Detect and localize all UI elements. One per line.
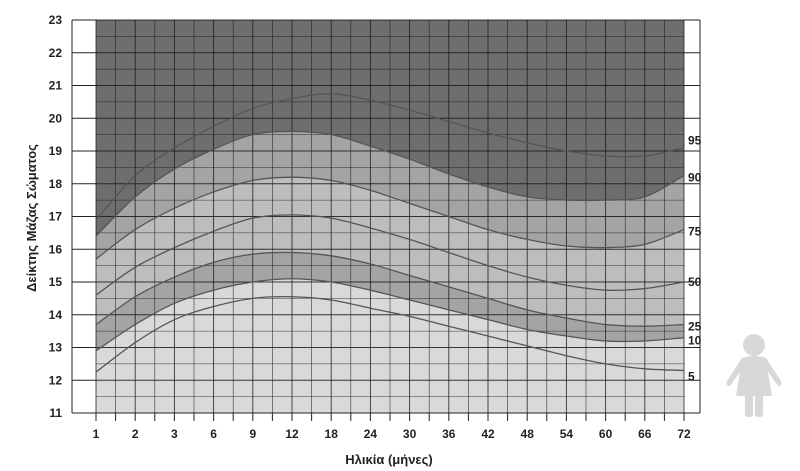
x-tick-label: 72 [677, 427, 691, 441]
x-tick-label: 36 [442, 427, 456, 441]
y-tick-label: 12 [49, 373, 63, 387]
y-tick-label: 15 [49, 275, 63, 289]
x-tick-label: 60 [599, 427, 613, 441]
y-tick-label: 22 [49, 46, 63, 60]
y-tick-label: 14 [49, 308, 63, 322]
x-tick-label: 42 [481, 427, 495, 441]
child-figure-icon [726, 334, 782, 417]
x-axis-ticks: 1 2 3 6 9 12 18 24 30 36 42 48 54 60 66 72 [93, 427, 691, 441]
percentile-label-75: 75 [688, 225, 702, 239]
percentile-curve-95 [95, 93, 685, 221]
percentile-curve-50 [95, 214, 685, 296]
x-tick-label: 9 [249, 427, 256, 441]
y-tick-label: 21 [49, 79, 63, 93]
y-tick-label: 23 [49, 13, 63, 27]
y-axis-title: Δείκτης Μάζας Σώματος [24, 144, 39, 292]
y-tick-label: 16 [49, 242, 63, 256]
x-axis-title: Ηλικία (μήνες) [345, 452, 432, 467]
x-tick-label: 24 [364, 427, 378, 441]
percentile-label-90: 90 [688, 171, 702, 185]
x-tick-label: 18 [325, 427, 339, 441]
y-tick-label: 13 [49, 341, 63, 355]
y-tick-label: 19 [49, 144, 63, 158]
x-tick-label: 66 [638, 427, 652, 441]
percentile-curve-10 [95, 278, 685, 352]
percentile-label-95: 95 [688, 134, 702, 148]
percentile-label-50: 50 [688, 275, 702, 289]
y-tick-label: 11 [49, 406, 62, 420]
x-tick-label: 1 [93, 427, 100, 441]
percentile-label-25: 25 [688, 320, 702, 334]
percentile-curve-5 [95, 295, 685, 373]
x-tick-label: 30 [403, 427, 417, 441]
x-tick-label: 2 [132, 427, 139, 441]
percentile-curve-25 [95, 251, 685, 327]
y-tick-label: 20 [49, 111, 63, 125]
chart-grid [71, 19, 701, 421]
x-tick-label: 6 [210, 427, 217, 441]
percentile-curve-75 [95, 176, 685, 260]
percentile-label-10: 10 [688, 334, 702, 348]
y-tick-label: 18 [49, 177, 63, 191]
x-tick-label: 54 [560, 427, 574, 441]
percentile-curves [95, 93, 685, 373]
x-tick-label: 3 [171, 427, 178, 441]
percentile-label-5: 5 [688, 369, 695, 383]
x-tick-label: 12 [285, 427, 299, 441]
x-tick-label: 48 [521, 427, 535, 441]
y-tick-label: 17 [49, 210, 63, 224]
y-axis-ticks: 11 12 13 14 15 16 17 18 19 20 21 22 23 [49, 13, 63, 420]
percentile-curve-90 [95, 130, 685, 237]
